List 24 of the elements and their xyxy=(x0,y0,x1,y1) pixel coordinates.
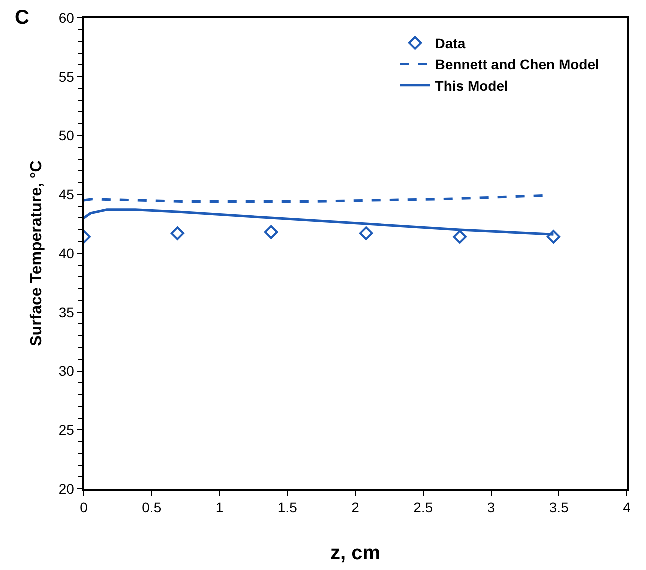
y-tick-label: 30 xyxy=(58,363,75,380)
x-axis-title: z, cm xyxy=(330,542,381,564)
y-tick-label: 45 xyxy=(58,186,75,203)
x-tick-label: 4 xyxy=(623,500,632,516)
x-tick-label: 2.5 xyxy=(414,500,434,516)
y-tick-label: 60 xyxy=(58,10,75,26)
x-tick-label: 0 xyxy=(80,500,88,516)
y-tick-label: 35 xyxy=(58,304,75,320)
y-tick-label: 50 xyxy=(58,128,75,144)
x-tick-label: 3.5 xyxy=(549,500,570,516)
text: C xyxy=(15,7,30,29)
y-tick-label: 20 xyxy=(58,480,75,497)
x-tick-label: 2 xyxy=(352,500,360,516)
legend-label: Data xyxy=(435,35,466,52)
y-tick-label: 55 xyxy=(58,68,75,85)
y-axis-title: Surface Temperature, °C xyxy=(28,160,46,346)
x-tick-label: 3 xyxy=(487,500,496,516)
legend-label: Bennett and Chen Model xyxy=(435,56,600,73)
legend-label: This Model xyxy=(435,78,508,94)
y-tick-label: 25 xyxy=(58,422,75,438)
x-tick-label: 0.5 xyxy=(142,500,162,516)
x-tick-label: 1 xyxy=(216,500,224,516)
y-tick-label: 40 xyxy=(58,245,75,262)
x-tick-label: 1.5 xyxy=(278,500,298,516)
